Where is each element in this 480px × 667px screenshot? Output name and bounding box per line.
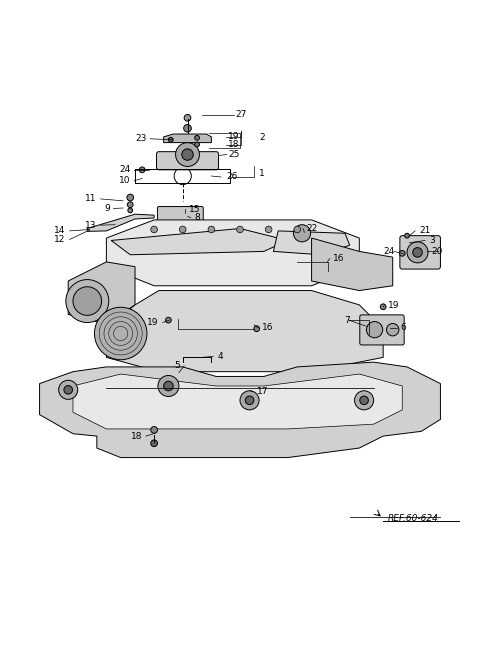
Circle shape (366, 321, 383, 338)
Text: 23: 23 (135, 134, 147, 143)
Polygon shape (87, 214, 154, 231)
Circle shape (164, 382, 173, 391)
Circle shape (208, 226, 215, 233)
Circle shape (168, 137, 173, 142)
Polygon shape (39, 362, 441, 458)
Text: 18: 18 (228, 140, 240, 149)
Circle shape (399, 251, 405, 256)
Circle shape (265, 226, 272, 233)
Circle shape (127, 194, 133, 201)
Circle shape (127, 202, 133, 207)
Circle shape (158, 376, 179, 396)
Polygon shape (164, 134, 211, 143)
Circle shape (151, 440, 157, 447)
Circle shape (166, 317, 171, 323)
Circle shape (413, 247, 422, 257)
FancyBboxPatch shape (156, 151, 218, 170)
Circle shape (293, 225, 311, 242)
Text: 19: 19 (388, 301, 399, 310)
Circle shape (360, 396, 368, 405)
FancyBboxPatch shape (157, 207, 203, 221)
Text: 10: 10 (119, 176, 130, 185)
Text: 26: 26 (227, 173, 238, 181)
Circle shape (151, 427, 157, 434)
Text: 22: 22 (307, 224, 318, 233)
Circle shape (184, 115, 191, 121)
Circle shape (184, 125, 192, 132)
Text: 15: 15 (189, 205, 201, 214)
Text: 2: 2 (259, 133, 264, 142)
Circle shape (59, 380, 78, 400)
Circle shape (380, 304, 386, 309)
Circle shape (386, 323, 399, 336)
Text: REF.60-624: REF.60-624 (388, 514, 439, 523)
FancyBboxPatch shape (400, 235, 441, 269)
Text: 17: 17 (257, 388, 268, 396)
Text: 27: 27 (235, 111, 247, 119)
Text: 21: 21 (419, 226, 431, 235)
Circle shape (95, 307, 147, 360)
Text: 24: 24 (119, 165, 130, 174)
Circle shape (139, 167, 145, 173)
Circle shape (195, 135, 199, 140)
Text: 11: 11 (85, 194, 97, 203)
Circle shape (407, 242, 428, 263)
Circle shape (73, 287, 102, 315)
Circle shape (66, 279, 109, 323)
Polygon shape (274, 231, 350, 255)
Circle shape (294, 226, 300, 233)
Circle shape (254, 326, 260, 331)
Polygon shape (107, 291, 383, 372)
FancyBboxPatch shape (360, 315, 404, 345)
Text: 25: 25 (228, 150, 240, 159)
Circle shape (195, 142, 199, 147)
Circle shape (245, 396, 254, 405)
Text: 6: 6 (400, 323, 406, 332)
Polygon shape (111, 229, 288, 255)
Circle shape (182, 149, 193, 160)
Text: 12: 12 (54, 235, 66, 244)
Polygon shape (68, 262, 135, 324)
Polygon shape (107, 220, 360, 285)
Text: 3: 3 (429, 236, 435, 245)
Text: 7: 7 (344, 315, 350, 325)
Text: 8: 8 (195, 213, 201, 222)
Text: 19: 19 (147, 318, 159, 327)
Text: 9: 9 (105, 204, 110, 213)
Text: 4: 4 (217, 352, 223, 361)
Text: 24: 24 (384, 247, 395, 256)
Text: 18: 18 (131, 432, 142, 441)
Circle shape (405, 233, 409, 238)
Text: 13: 13 (85, 221, 97, 229)
Text: 14: 14 (54, 226, 66, 235)
Circle shape (151, 226, 157, 233)
Circle shape (128, 208, 132, 213)
Circle shape (180, 226, 186, 233)
Text: 20: 20 (431, 247, 442, 256)
Text: 5: 5 (175, 362, 180, 370)
Polygon shape (312, 238, 393, 291)
Text: 16: 16 (333, 254, 345, 263)
Circle shape (64, 386, 72, 394)
Circle shape (237, 226, 243, 233)
Circle shape (355, 391, 373, 410)
Polygon shape (73, 374, 402, 429)
Circle shape (240, 391, 259, 410)
Text: 19: 19 (228, 132, 240, 141)
Circle shape (176, 143, 199, 167)
Text: 16: 16 (262, 323, 273, 332)
Text: 1: 1 (259, 169, 265, 177)
